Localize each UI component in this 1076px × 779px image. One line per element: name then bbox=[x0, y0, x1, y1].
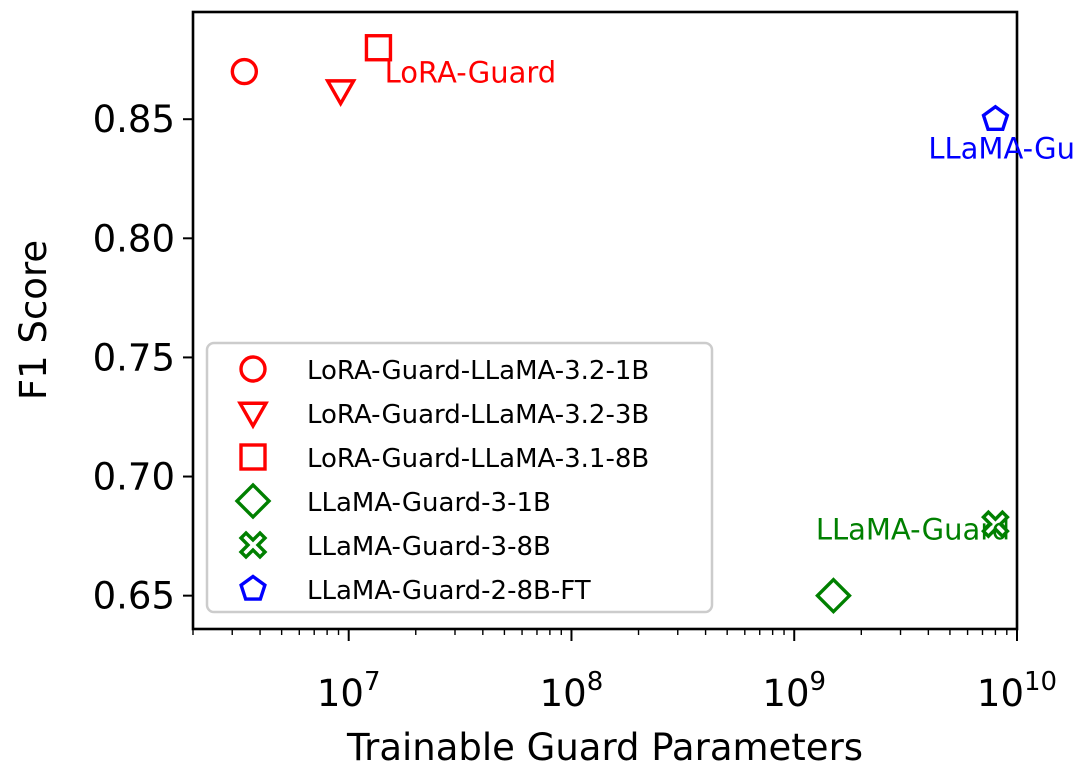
data-point-square bbox=[364, 34, 393, 62]
data-point-triangle-down bbox=[324, 79, 357, 108]
y-tick-label: 0.85 bbox=[93, 98, 175, 141]
annotations: LoRA-Guard LLaMA-Guard-FT LLaMA-Guard bbox=[385, 55, 1076, 546]
data-point-pentagon bbox=[981, 104, 1010, 132]
data-point-diamond bbox=[815, 577, 852, 615]
y-tick-label: 0.75 bbox=[93, 336, 175, 379]
x-tick-label: 108 bbox=[540, 667, 604, 715]
x-axis-label: Trainable Guard Parameters bbox=[346, 726, 863, 769]
plot-frame bbox=[191, 10, 1019, 631]
annotation-label: LoRA-Guard bbox=[385, 55, 557, 89]
legend-marker-x-filled bbox=[238, 530, 268, 560]
legend-frame bbox=[205, 341, 714, 614]
data-point-x-filled bbox=[981, 509, 1010, 539]
legend-marker-circle bbox=[239, 355, 267, 383]
legend-label: LLaMA-Guard-3-1B bbox=[307, 488, 551, 518]
y-tick-label: 0.70 bbox=[93, 456, 175, 499]
annotation-label: LLaMA-Guard bbox=[816, 513, 1010, 547]
legend-marker-pentagon bbox=[239, 574, 267, 601]
legend-label: LoRA-Guard-LLaMA-3.2-1B bbox=[307, 356, 649, 386]
x-tick-label: 109 bbox=[762, 667, 826, 715]
y-axis: 0.65 0.70 0.75 0.80 0.85 bbox=[93, 98, 193, 618]
legend-marker-diamond bbox=[234, 482, 272, 520]
legend-label: LoRA-Guard-LLaMA-3.2-3B bbox=[307, 400, 649, 430]
legend-label: LLaMA-Guard-3-8B bbox=[307, 532, 551, 562]
legend-marker-triangle-down bbox=[237, 401, 269, 430]
y-tick-label: 0.80 bbox=[93, 217, 175, 260]
x-tick-label: 107 bbox=[317, 667, 381, 715]
y-tick-label: 0.65 bbox=[93, 575, 175, 618]
legend-label: LoRA-Guard-LLaMA-3.1-8B bbox=[307, 444, 649, 474]
data-point-circle bbox=[230, 57, 259, 86]
legend-marker-square bbox=[239, 443, 267, 471]
legend: LoRA-Guard-LLaMA-3.2-1B LoRA-Guard-LLaMA-… bbox=[205, 341, 714, 614]
y-axis-label: F1 Score bbox=[12, 240, 55, 400]
legend-label: LLaMA-Guard-2-8B-FT bbox=[307, 576, 591, 606]
annotation-label: LLaMA-Guard-FT bbox=[928, 132, 1076, 166]
x-axis: 107 108 109 1010 bbox=[192, 629, 1057, 715]
plot-area bbox=[230, 34, 1010, 615]
x-tick-label: 1010 bbox=[977, 667, 1057, 715]
